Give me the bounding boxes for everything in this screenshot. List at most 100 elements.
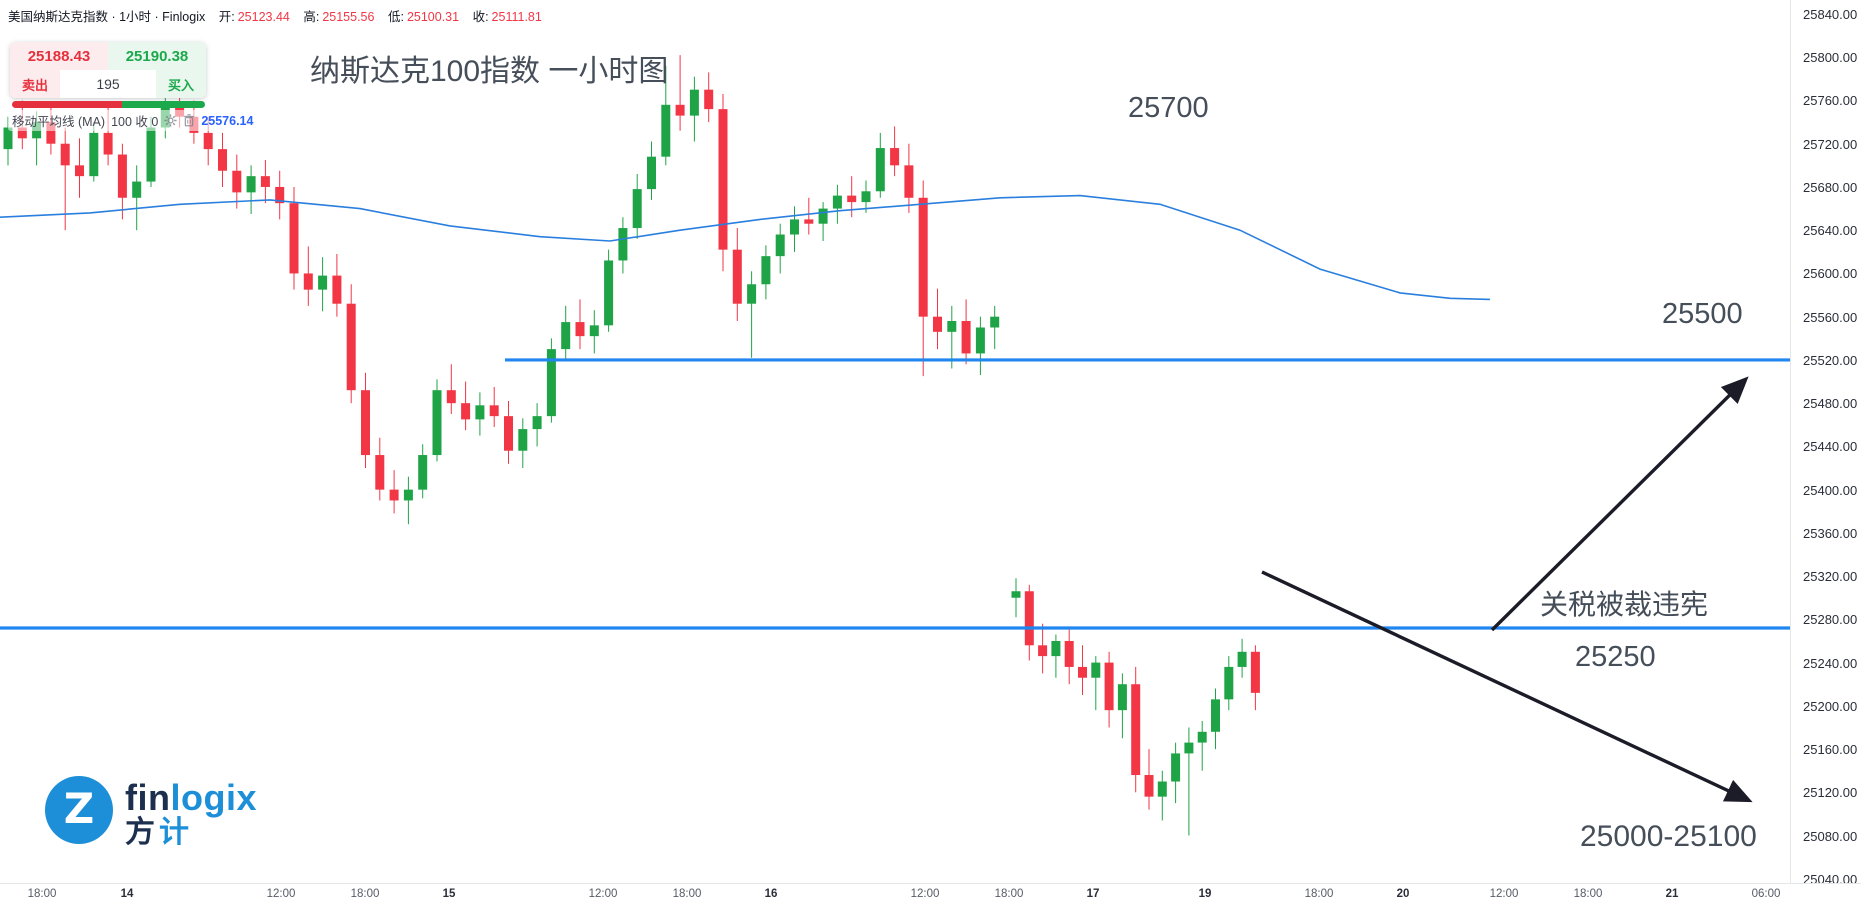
- candle-body: [890, 148, 900, 166]
- candle-body: [332, 275, 342, 304]
- candle-body: [1131, 684, 1141, 776]
- price-tick-label: 25160.00: [1803, 742, 1858, 758]
- buy-depth-segment: [122, 101, 205, 108]
- price-tick-label: 25320.00: [1803, 569, 1858, 585]
- amount-input[interactable]: [64, 73, 152, 95]
- gear-icon[interactable]: [164, 114, 177, 127]
- candle-body: [1250, 651, 1260, 693]
- candle-body: [1011, 591, 1021, 598]
- ma-line[interactable]: [0, 194, 1491, 301]
- time-tick-label: 12:00: [266, 888, 296, 900]
- candle-body: [475, 405, 485, 420]
- ma-indicator-legend: 移动平均线 (MA) 100 收 0 25576.14: [8, 110, 258, 131]
- price-tick-label: 25360.00: [1803, 525, 1858, 541]
- time-tick-label: 12:00: [588, 888, 618, 900]
- price-tick-label: 25720.00: [1803, 136, 1858, 152]
- level-label-25700[interactable]: 25700: [1128, 92, 1209, 124]
- candle-body: [504, 416, 513, 451]
- candle-body: [232, 170, 242, 193]
- logo-text-logix: logix: [170, 777, 257, 818]
- candle-body: [3, 127, 13, 150]
- trash-icon[interactable]: [183, 114, 195, 127]
- candle-body: [661, 104, 671, 157]
- candle-body: [346, 303, 356, 391]
- sell-button[interactable]: 卖出: [10, 70, 60, 98]
- candle-body: [589, 325, 599, 337]
- candle-body: [1117, 684, 1127, 711]
- candle-body: [17, 127, 27, 139]
- bearish-projection-arrow[interactable]: [1261, 570, 1753, 803]
- buy-price-button[interactable]: 25190.38: [108, 42, 206, 70]
- candle-body: [732, 249, 742, 304]
- time-tick-label: 17: [1086, 888, 1100, 900]
- candle-body: [904, 165, 914, 198]
- candle-body: [718, 109, 728, 250]
- price-tick-label: 25280.00: [1803, 612, 1858, 628]
- candle-body: [218, 149, 227, 171]
- candles-lower-segment: [1011, 578, 1260, 836]
- candle-body: [260, 176, 270, 187]
- time-axis[interactable]: 18:00 14 12:00 18:00 15 12:00 18:00 16 12:00 18:0…: [0, 883, 1861, 903]
- bullish-projection-arrow[interactable]: [1490, 376, 1749, 632]
- event-label-tariff[interactable]: 关税被裁违宪: [1540, 589, 1709, 620]
- low-label: 低:: [387, 10, 404, 24]
- candle-body: [961, 321, 971, 354]
- chart-title-annotation[interactable]: 纳斯达克100指数 一小时图: [310, 55, 669, 88]
- target-zone-label[interactable]: 25000-25100: [1580, 820, 1757, 853]
- time-tick-label: 18:00: [1573, 888, 1603, 900]
- candle-body: [632, 189, 642, 229]
- candle-body: [46, 122, 56, 144]
- symbol-header: 美国纳斯达克指数 · 1小时 · Finlogix 开: 25123.44 高: 2…: [8, 6, 542, 25]
- candles-upper-segment: [3, 55, 1000, 525]
- sell-price-value: 25188.43: [27, 47, 91, 65]
- candle-body: [246, 176, 256, 193]
- candle-body: [775, 234, 785, 257]
- price-tick-label: 25200.00: [1803, 698, 1858, 714]
- candle-body: [461, 403, 471, 420]
- candle-body: [318, 275, 328, 290]
- level-label-25500[interactable]: 25500: [1662, 298, 1743, 330]
- candle-body: [1171, 753, 1181, 782]
- symbol-title: 美国纳斯达克指数 · 1小时 · Finlogix: [8, 10, 206, 24]
- candle-body: [546, 349, 556, 417]
- sell-price-button[interactable]: 25188.43: [10, 42, 108, 70]
- finlogix-logo: Z finlogix 方计: [45, 776, 257, 848]
- candle-body: [1197, 731, 1207, 743]
- time-tick-label: 12:00: [1489, 888, 1519, 900]
- candle-body: [146, 127, 156, 182]
- candle-body: [1024, 591, 1034, 646]
- logo-text-fang: 方: [125, 816, 155, 849]
- buy-button[interactable]: 买入: [156, 70, 206, 98]
- ma-current-value: 25576.14: [201, 113, 254, 128]
- price-tick-label: 25560.00: [1803, 309, 1858, 325]
- price-axis[interactable]: 25840.00 25800.00 25760.00 25720.00 25680.00…: [1790, 0, 1861, 887]
- finlogix-logo-icon: Z: [45, 776, 113, 844]
- time-tick-label: 18:00: [1304, 888, 1334, 900]
- candle-body: [861, 191, 871, 203]
- level-label-25250[interactable]: 25250: [1575, 641, 1656, 673]
- high-label: 高:: [303, 10, 320, 24]
- time-tick-label: 14: [120, 888, 134, 900]
- candle-body: [89, 132, 99, 177]
- candle-body: [1157, 781, 1167, 797]
- open-label: 开:: [218, 10, 235, 24]
- price-tick-label: 25680.00: [1803, 179, 1858, 195]
- candle-body: [117, 154, 127, 198]
- candle-body: [303, 273, 313, 290]
- price-tick-label: 25440.00: [1803, 439, 1858, 455]
- time-tick-label: 18:00: [672, 888, 702, 900]
- price-tick-label: 25600.00: [1803, 266, 1858, 282]
- buy-price-value: 25190.38: [125, 47, 189, 65]
- order-widget: 25188.43 25190.38 卖出 买入: [10, 42, 206, 98]
- candle-body: [532, 416, 542, 430]
- time-tick-label: 19: [1198, 888, 1212, 900]
- candle-body: [975, 327, 985, 354]
- candle-body: [832, 195, 842, 209]
- close-label: 收:: [472, 10, 489, 24]
- candle-body: [647, 156, 656, 190]
- price-tick-label: 25400.00: [1803, 482, 1858, 498]
- market-depth-bar: [12, 101, 205, 108]
- time-tick-label: 18:00: [350, 888, 380, 900]
